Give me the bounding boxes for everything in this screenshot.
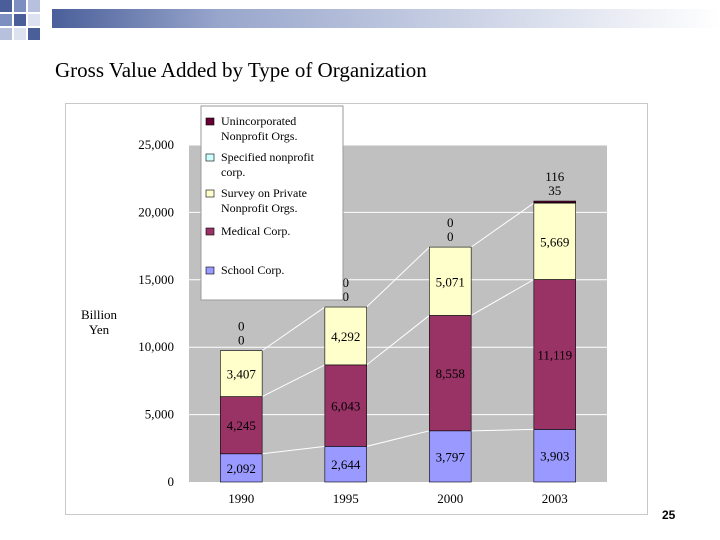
stacked-bar-chart: 0 5,000 10,000 15,000 20,000 25,000 Billion Yen… — [81, 105, 607, 506]
legend-label: Medical Corp. — [221, 224, 290, 238]
legend-label: School Corp. — [221, 263, 284, 277]
bar-segment — [324, 364, 367, 447]
data-label: 2,644 — [331, 457, 361, 472]
data-label: 0 — [447, 215, 454, 230]
legend-label-line: Nonprofit Orgs. — [221, 129, 297, 143]
data-label: 0 — [343, 289, 350, 304]
series-connector-line — [470, 279, 535, 316]
series-connector-line — [366, 246, 430, 308]
data-label: 35 — [548, 183, 561, 198]
y-tick-label: 20,000 — [138, 204, 174, 219]
bar-segment — [533, 202, 576, 280]
bar-segment — [220, 350, 263, 397]
series-connector-line — [366, 430, 430, 447]
data-label: 2,092 — [227, 461, 256, 476]
bar-segment — [220, 453, 263, 483]
data-label: 4,292 — [331, 329, 360, 344]
y-tick-label: 25,000 — [138, 137, 174, 152]
data-label: 6,043 — [331, 399, 360, 414]
y-axis-label-line: Yen — [89, 322, 110, 337]
chart-frame: 0 5,000 10,000 15,000 20,000 25,000 Billion Yen… — [65, 103, 648, 515]
legend-label-line: Unincorporated — [221, 114, 296, 128]
legend-label-line: corp. — [221, 165, 245, 179]
legend-swatch — [205, 227, 215, 236]
data-label: 0 — [447, 229, 454, 244]
bar-segment — [429, 246, 472, 316]
y-axis-label: Billion Yen — [81, 307, 118, 337]
series-connector-line — [261, 306, 326, 352]
data-label: 11,119 — [537, 347, 572, 362]
x-tick-label: 2000 — [437, 491, 463, 506]
legend-box — [200, 105, 344, 301]
slide-title: Gross Value Added by Type of Organizatio… — [55, 58, 427, 82]
data-label: 116 — [545, 169, 565, 184]
series-connector-line — [470, 202, 535, 248]
y-tick-label: 10,000 — [138, 339, 174, 354]
bar-segment — [533, 279, 576, 430]
legend-swatch — [205, 153, 215, 162]
data-label: 0 — [238, 333, 245, 348]
x-tick-label: 1995 — [333, 491, 359, 506]
data-label: 5,669 — [540, 234, 569, 249]
x-tick-label: 1990 — [228, 491, 254, 506]
page-number: 25 — [662, 508, 676, 522]
bar-segment — [324, 446, 367, 483]
data-label: 3,797 — [436, 449, 466, 464]
corner-decoration — [0, 0, 720, 40]
legend-label-line: Specified nonprofit — [221, 150, 315, 164]
legend-swatch — [205, 117, 215, 126]
data-label: 0 — [238, 319, 245, 334]
data-label: 0 — [343, 275, 350, 290]
legend-label-line: School Corp. — [221, 263, 284, 277]
data-label: 3,903 — [540, 449, 569, 464]
y-tick-label: 15,000 — [138, 272, 174, 287]
series-connector-line — [261, 364, 326, 398]
bar-segment — [220, 396, 263, 455]
bar-segment — [533, 429, 576, 483]
x-tick-label: 2003 — [542, 491, 568, 506]
legend-label: Specified nonprofit corp. — [221, 150, 315, 179]
series-connector-line — [366, 315, 430, 366]
legend-label: Unincorporated Nonprofit Orgs. — [221, 114, 297, 143]
bar-segment — [324, 306, 367, 366]
y-tick-label: 5,000 — [145, 407, 174, 422]
legend-label-line: Survey on Private — [221, 186, 307, 200]
y-tick-label: 0 — [168, 474, 175, 489]
series-connector-line — [262, 445, 325, 455]
legend-swatch — [205, 189, 215, 198]
legend-swatch — [205, 266, 215, 275]
legend-label: Survey on Private Nonprofit Orgs. — [221, 186, 307, 215]
data-label: 4,245 — [227, 418, 256, 433]
series-connector-line — [471, 428, 534, 432]
data-label: 5,071 — [436, 274, 465, 289]
bar-segment — [429, 315, 472, 432]
bar-segment — [533, 200, 576, 203]
legend-label-line: Medical Corp. — [221, 224, 290, 238]
data-label: 8,558 — [436, 366, 465, 381]
data-label: 3,407 — [227, 367, 257, 382]
y-axis-label-line: Billion — [81, 307, 118, 322]
legend-label-line: Nonprofit Orgs. — [221, 201, 297, 215]
